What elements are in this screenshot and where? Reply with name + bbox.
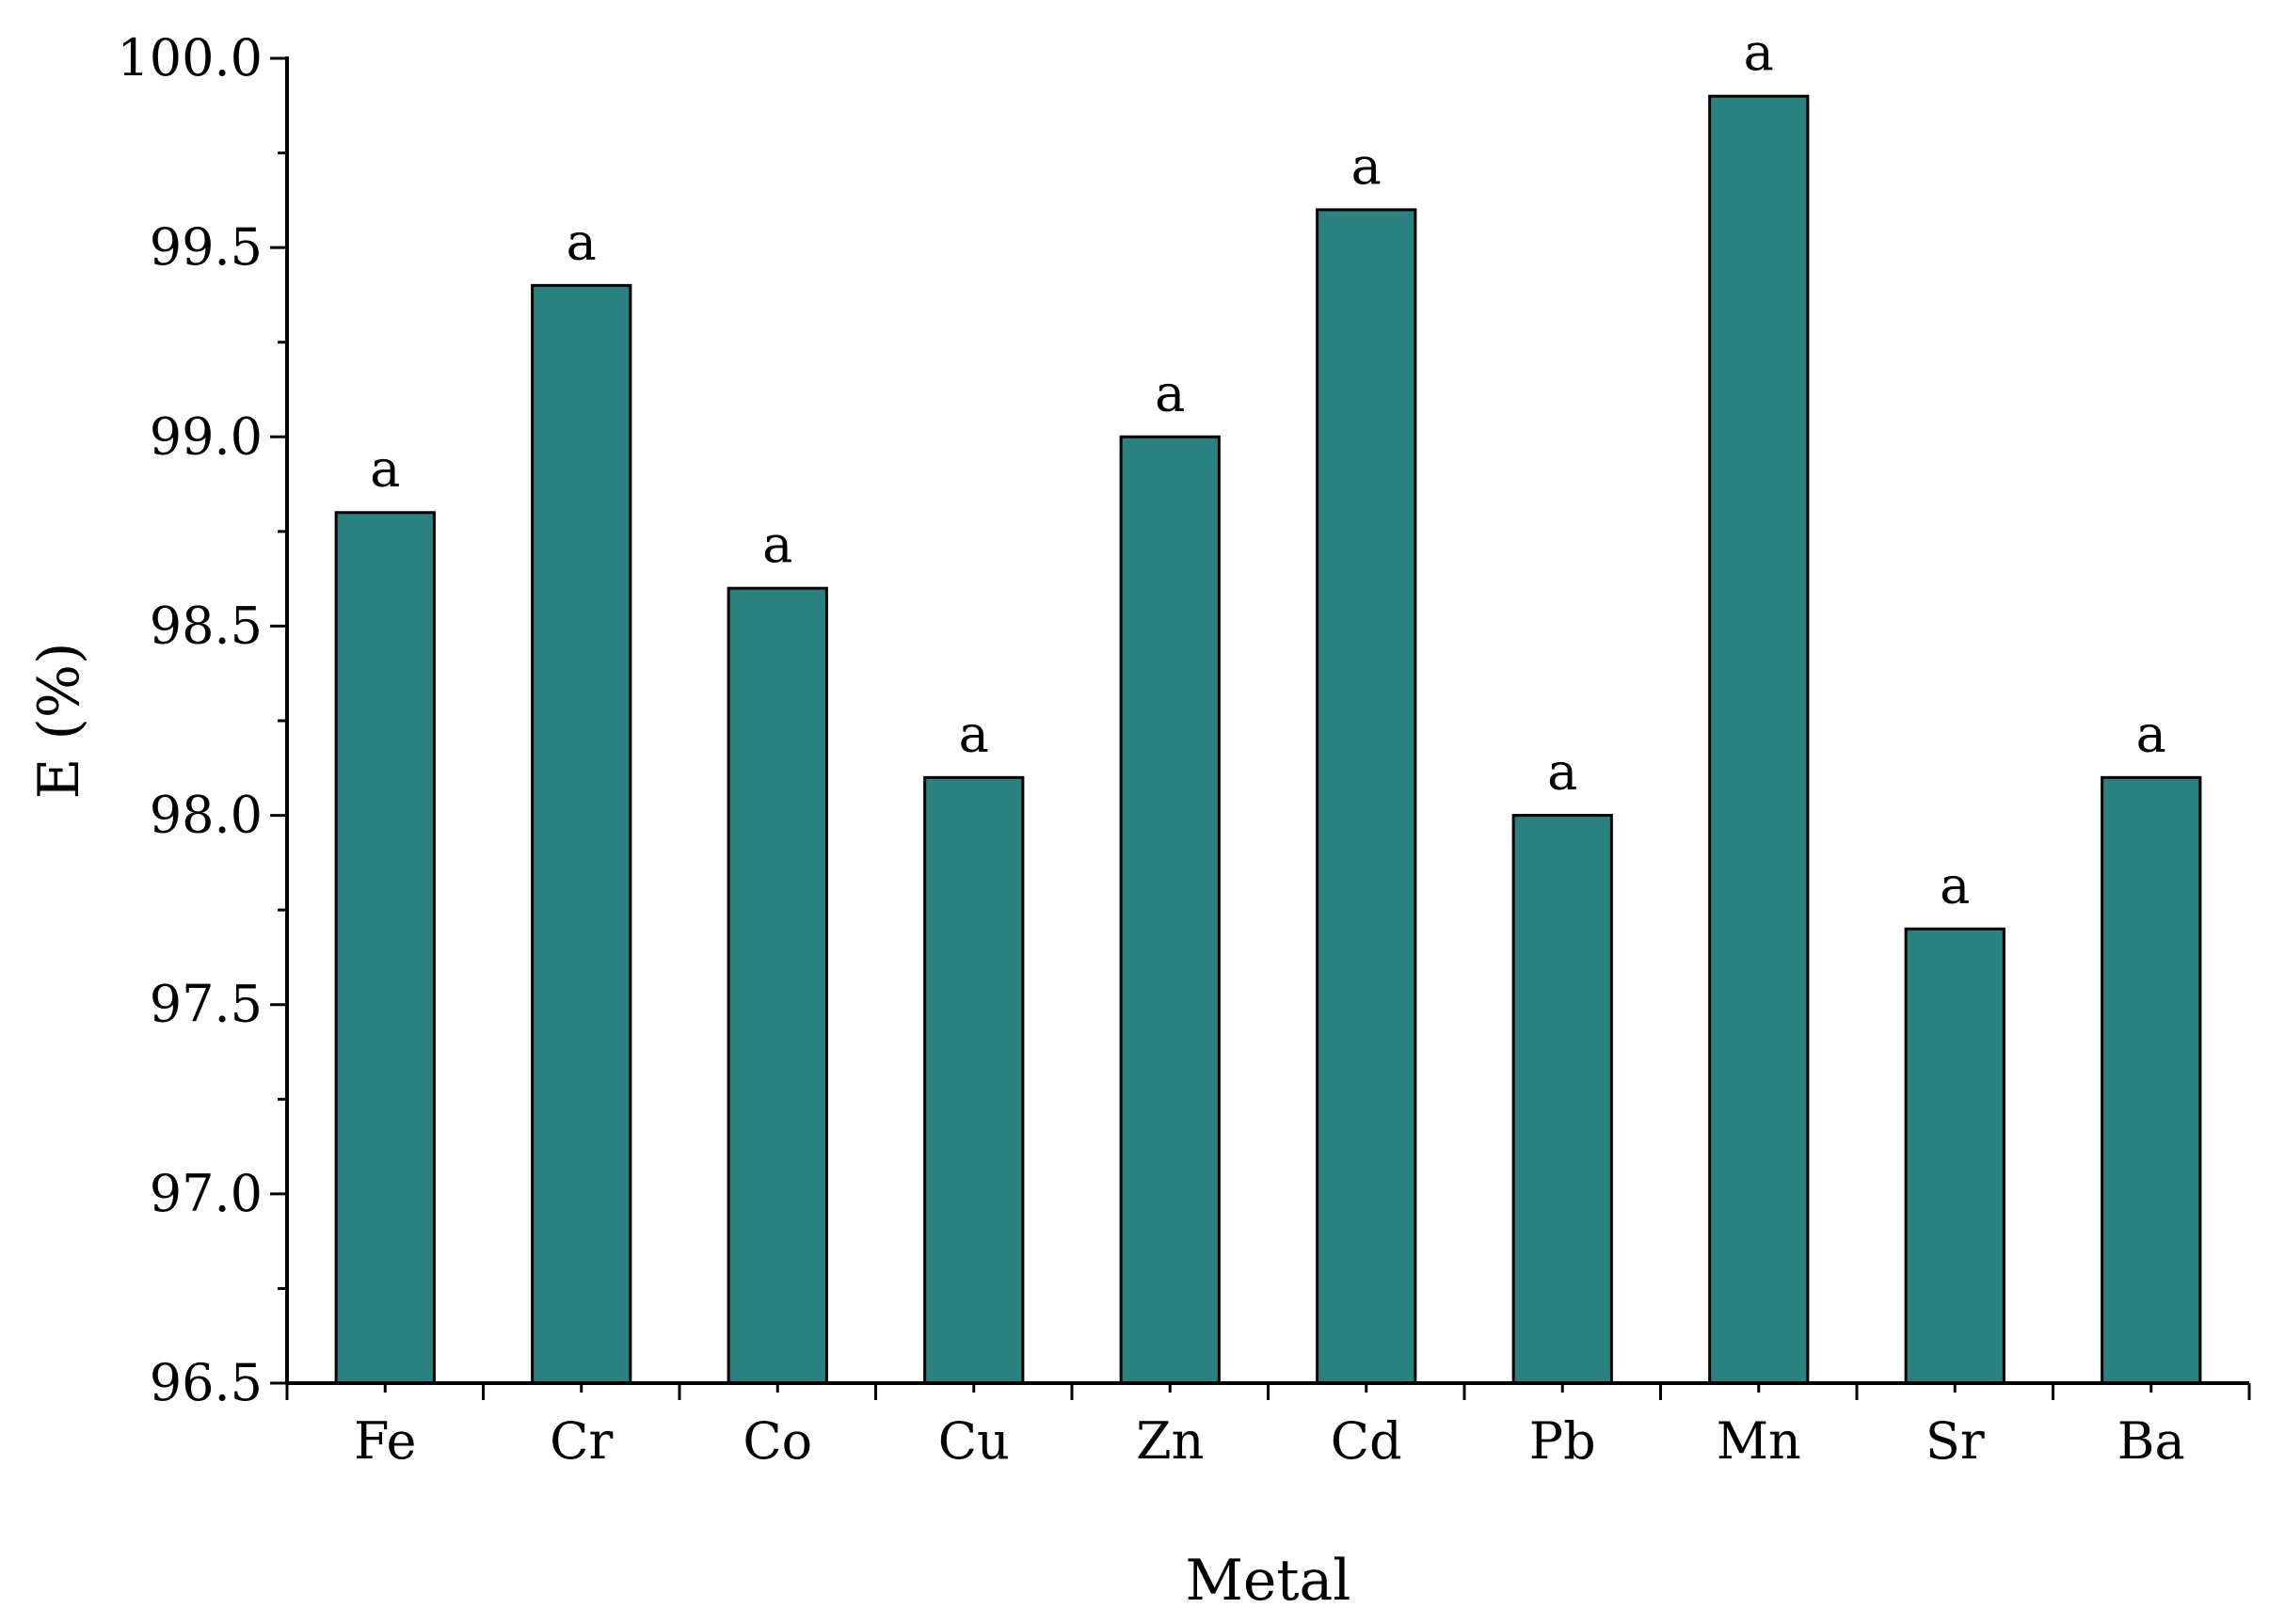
data-label-mn: a [1744, 23, 1774, 82]
bar-ba [2101, 775, 2202, 1385]
y-tick-label: 98.0 [150, 786, 263, 845]
y-axis-title: E (%) [26, 643, 92, 800]
x-tick-label-sr: Sr [1925, 1411, 1985, 1471]
bar-mn [1708, 94, 1810, 1385]
data-label-co: a [762, 515, 792, 574]
x-axis: Fe Cr Co Cu Zn Cd Pb Mn Sr Ba [285, 1381, 2251, 1471]
y-tick-label: 97.0 [150, 1164, 263, 1223]
bar-pb [1511, 814, 1613, 1385]
x-tick-label-pb: Pb [1529, 1411, 1596, 1471]
x-tick-label-cd: Cd [1331, 1411, 1402, 1471]
x-axis-title: Metal [1185, 1548, 1350, 1614]
bar-sr [1904, 927, 2005, 1385]
y-tick-label: 97.5 [150, 975, 263, 1034]
x-tick-label-zn: Zn [1136, 1411, 1204, 1471]
bar-co [727, 586, 828, 1385]
y-tick-label: 98.5 [150, 596, 263, 655]
data-label-cr: a [567, 212, 597, 271]
bar-fe [334, 511, 436, 1385]
data-labels-group: a a a a a a a a a a [370, 23, 2166, 915]
y-tick-label: 96.5 [150, 1353, 263, 1412]
bar-cu [923, 775, 1025, 1385]
data-label-sr: a [1940, 855, 1970, 915]
y-axis: 96.5 97.0 97.5 98.0 98.5 99.0 99.5 100.0 [117, 28, 289, 1412]
bar-cr [531, 283, 632, 1385]
data-label-fe: a [370, 439, 400, 499]
bars-group [334, 94, 2202, 1385]
x-tick-label-fe: Fe [354, 1411, 416, 1471]
data-label-zn: a [1155, 363, 1185, 422]
data-label-ba: a [2136, 704, 2166, 763]
x-tick-label-mn: Mn [1717, 1411, 1801, 1471]
bar-zn [1119, 435, 1221, 1385]
y-tick-label: 99.5 [150, 217, 263, 277]
data-label-cu: a [959, 704, 989, 763]
data-label-pb: a [1547, 742, 1577, 802]
x-tick-label-cu: Cu [938, 1411, 1010, 1471]
x-tick-label-co: Co [743, 1411, 812, 1471]
x-tick-label-ba: Ba [2117, 1411, 2185, 1471]
x-tick-label-cr: Cr [550, 1411, 613, 1471]
y-tick-label: 99.0 [150, 406, 263, 466]
data-label-cd: a [1351, 136, 1382, 196]
bar-cd [1316, 208, 1417, 1385]
y-tick-label: 100.0 [117, 28, 263, 88]
